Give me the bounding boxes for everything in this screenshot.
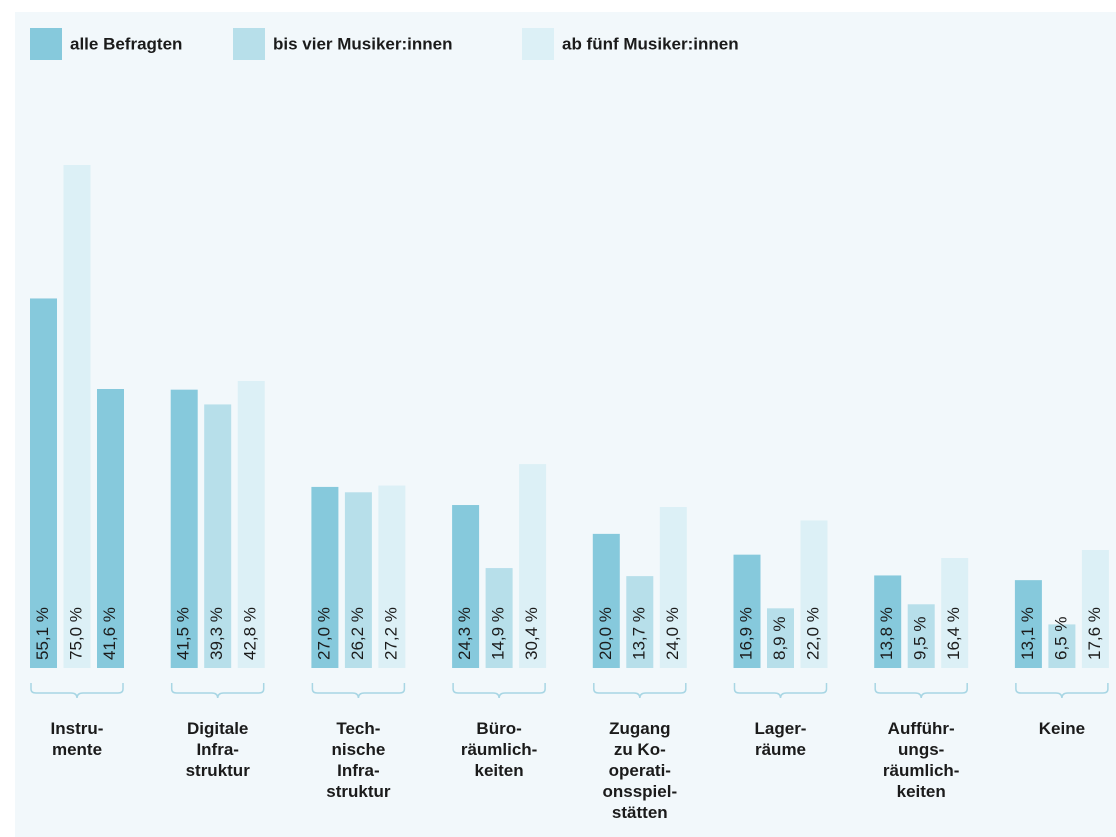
bar <box>767 608 794 668</box>
value-label: 16,4 % <box>944 607 963 660</box>
bar <box>874 575 902 668</box>
x-tick-label-line: Zugang <box>609 719 670 738</box>
x-tick-label-line: Aufführ- <box>888 719 955 738</box>
value-label: 17,6 % <box>1085 607 1104 660</box>
legend-swatch <box>522 28 554 60</box>
group-brace <box>311 683 406 699</box>
x-tick-label-line: keiten <box>897 782 946 801</box>
chart-background <box>15 12 1116 837</box>
value-label: 20,0 % <box>596 607 615 660</box>
x-tick-label-line: Lager- <box>755 719 807 738</box>
bar <box>907 604 935 668</box>
value-label: 9,5 % <box>911 617 930 660</box>
bar <box>344 492 372 668</box>
bar <box>733 554 761 668</box>
x-tick-label-line: onsspiel- <box>602 782 677 801</box>
group-brace <box>30 683 124 699</box>
bar <box>659 507 687 668</box>
x-tick-label-line: Infra- <box>196 740 239 759</box>
x-tick-label-line: Keine <box>1039 719 1085 738</box>
x-tick-label-line: räume <box>755 740 806 759</box>
bar <box>204 404 232 668</box>
group-brace <box>733 683 828 699</box>
value-label: 27,0 % <box>314 607 333 660</box>
x-tick-label-line: räumlich- <box>883 761 960 780</box>
x-tick-label: Keine <box>1039 719 1085 738</box>
x-tick-label-line: zu Ko- <box>614 740 666 759</box>
bar <box>378 485 406 668</box>
group-brace <box>874 683 968 699</box>
x-tick-label-line: Büro- <box>476 719 521 738</box>
x-tick-label-line: keiten <box>475 761 524 780</box>
value-label: 75,0 % <box>66 607 85 660</box>
bar <box>1014 580 1042 668</box>
x-tick-label: Büro-räumlich-keiten <box>461 719 538 780</box>
value-label: 24,3 % <box>455 607 474 660</box>
legend-swatch <box>233 28 265 60</box>
legend-swatch <box>30 28 62 60</box>
value-label: 55,1 % <box>33 607 52 660</box>
legend-label: bis vier Musiker:innen <box>273 34 453 53</box>
value-label: 16,9 % <box>736 607 755 660</box>
value-label: 41,6 % <box>100 607 119 660</box>
x-tick-label: Digitale Infra-struktur <box>186 719 251 780</box>
x-tick-label: Lager-räume <box>755 719 807 759</box>
value-label: 14,9 % <box>489 607 508 660</box>
value-label: 13,8 % <box>877 607 896 660</box>
x-tick-label-line: Tech- <box>336 719 380 738</box>
bar <box>237 380 265 668</box>
value-label: 41,5 % <box>174 607 193 660</box>
bar <box>592 533 620 668</box>
bar <box>452 505 480 668</box>
bar <box>170 389 198 668</box>
x-tick-label-line: Instru- <box>51 719 104 738</box>
x-tick-label-line: Infra- <box>337 761 380 780</box>
value-label: 6,5 % <box>1051 617 1070 660</box>
x-tick-label-line: stätten <box>612 803 668 822</box>
x-tick-label: Aufführ-ungs-räumlich-keiten <box>883 719 960 801</box>
value-label: 13,7 % <box>629 607 648 660</box>
group-brace <box>170 683 265 699</box>
value-label: 13,1 % <box>1018 607 1037 660</box>
x-tick-label-line: Digitale <box>187 719 248 738</box>
bar <box>941 558 969 668</box>
x-tick-label-line: struktur <box>326 782 391 801</box>
x-tick-label-line: struktur <box>186 761 251 780</box>
group-brace <box>1015 683 1109 699</box>
bar <box>626 576 654 668</box>
legend-label: ab fünf Musiker:innen <box>562 34 739 53</box>
value-label: 30,4 % <box>522 607 541 660</box>
bar <box>1048 624 1076 668</box>
bar <box>800 520 828 668</box>
bar <box>30 298 57 668</box>
value-label: 27,2 % <box>381 607 400 660</box>
bar <box>519 464 547 668</box>
bar <box>485 568 513 668</box>
x-tick-label-line: mente <box>52 740 102 759</box>
group-brace <box>452 683 546 699</box>
x-tick-label: Tech-nische Infra-struktur <box>326 719 391 801</box>
value-label: 42,8 % <box>241 607 260 660</box>
value-label: 39,3 % <box>207 607 226 660</box>
bar <box>63 165 91 668</box>
group-brace <box>593 683 687 699</box>
bar <box>311 486 339 668</box>
legend-label: alle Befragten <box>70 34 182 53</box>
x-tick-label: Instru-mente <box>51 719 104 759</box>
x-tick-label-line: räumlich- <box>461 740 538 759</box>
x-tick-label-line: ungs- <box>898 740 944 759</box>
value-label: 8,9 % <box>770 617 789 660</box>
value-label: 22,0 % <box>803 607 822 660</box>
value-label: 26,2 % <box>348 607 367 660</box>
x-tick-label-line: operati- <box>609 761 671 780</box>
x-tick-label: Zugang zu Ko-operati-onsspiel-stätten <box>602 719 677 822</box>
bar <box>1081 549 1109 668</box>
bar <box>97 389 124 668</box>
x-tick-label-line: nische <box>331 740 385 759</box>
value-label: 24,0 % <box>663 607 682 660</box>
